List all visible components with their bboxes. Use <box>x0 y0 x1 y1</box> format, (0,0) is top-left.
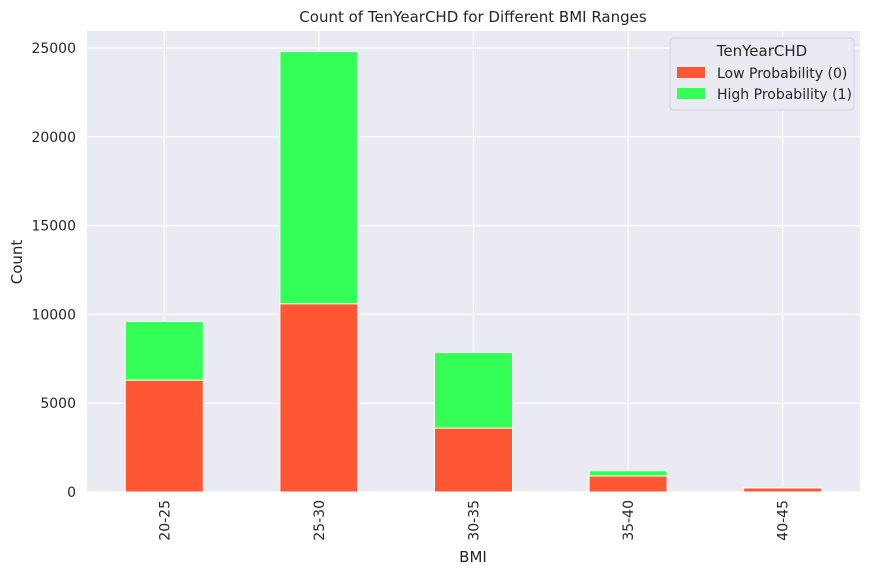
y-tick-label: 25000 <box>31 41 76 57</box>
legend-label-low: Low Probability (0) <box>717 66 847 82</box>
legend-title: TenYearCHD <box>716 42 807 60</box>
x-tick-label: 25-30 <box>312 500 328 541</box>
legend-swatch-high <box>677 88 705 99</box>
x-axis-title: BMI <box>459 548 487 566</box>
x-tick-label: 35-40 <box>621 500 637 541</box>
bar-high-30-35 <box>434 352 513 429</box>
bar-high-20-25 <box>124 321 204 381</box>
bar-low-30-35 <box>434 427 513 493</box>
y-tick-label: 10000 <box>31 307 76 323</box>
chart-title: Count of TenYearCHD for Different BMI Ra… <box>299 8 647 26</box>
y-axis-title: Count <box>8 240 26 285</box>
y-tick-label: 5000 <box>40 396 76 412</box>
y-tick-label: 15000 <box>31 219 76 235</box>
bar-high-35-40 <box>588 470 668 477</box>
x-tick-labels: 20-25 25-30 30-35 35-40 40-45 <box>157 500 791 541</box>
bar-low-20-25 <box>124 379 204 493</box>
legend-swatch-low <box>677 67 705 78</box>
bar-low-25-30 <box>279 303 359 493</box>
y-tick-labels: 0 5000 10000 15000 20000 25000 <box>31 41 76 501</box>
x-tick-label: 20-25 <box>157 500 173 541</box>
x-tick-label: 40-45 <box>776 500 792 541</box>
bar-low-35-40 <box>588 475 668 493</box>
legend-label-high: High Probability (1) <box>717 87 852 103</box>
y-tick-label: 20000 <box>31 130 76 146</box>
legend-box <box>669 37 855 111</box>
y-tick-label: 0 <box>67 485 76 501</box>
bar-high-25-30 <box>279 51 359 305</box>
bar-low-40-45 <box>743 487 823 493</box>
legend: TenYearCHD Low Probability (0) High Prob… <box>669 37 855 111</box>
bars <box>124 51 823 493</box>
x-tick-label: 30-35 <box>467 500 483 541</box>
